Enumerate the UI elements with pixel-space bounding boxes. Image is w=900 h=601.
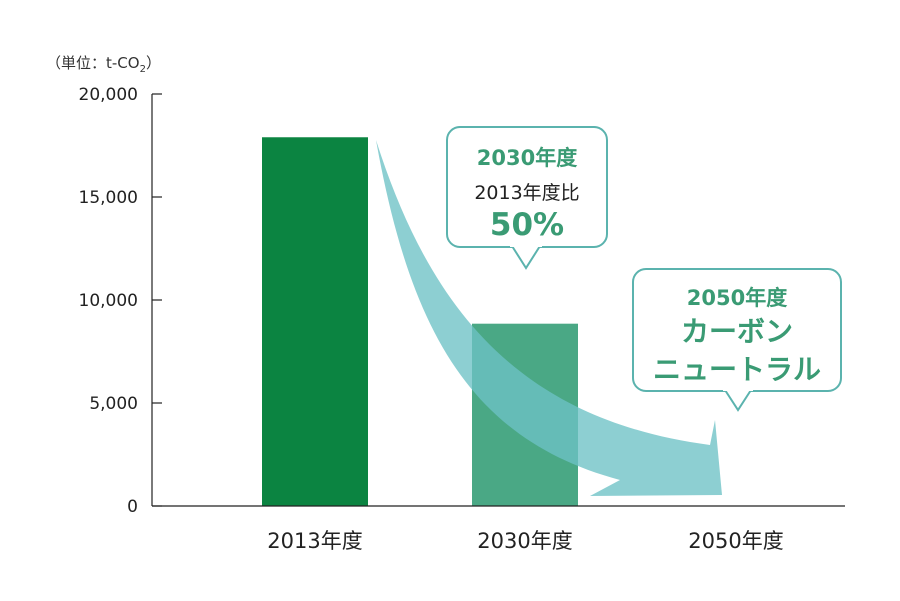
y-tick-label: 20,000: [79, 85, 138, 105]
callout-2030-value: 50%: [489, 207, 565, 243]
y-tick-label: 5,000: [89, 394, 138, 414]
callout-2050-line2: ニュートラル: [652, 353, 821, 386]
x-tick-label: 2013年度: [267, 529, 362, 553]
callout-2030-title: 2030年度: [476, 146, 578, 170]
x-tick-label: 2030年度: [477, 529, 572, 553]
y-tick-label: 10,000: [79, 291, 138, 311]
unit-label: （単位：t-CO2）: [46, 54, 161, 75]
bar-0: [262, 137, 368, 506]
callout-2030-line: 2013年度比: [474, 182, 580, 204]
reduction-arrow: [376, 140, 722, 496]
callout-2050-title: 2050年度: [686, 286, 788, 310]
y-tick-label: 15,000: [79, 188, 138, 208]
y-tick-label: 0: [127, 497, 138, 517]
x-tick-label: 2050年度: [688, 529, 783, 553]
callout-2050: 2050年度 カーボン ニュートラル: [632, 268, 842, 392]
callout-2030: 2030年度 2013年度比 50%: [446, 126, 608, 248]
callout-2050-line1: カーボン: [680, 315, 793, 348]
